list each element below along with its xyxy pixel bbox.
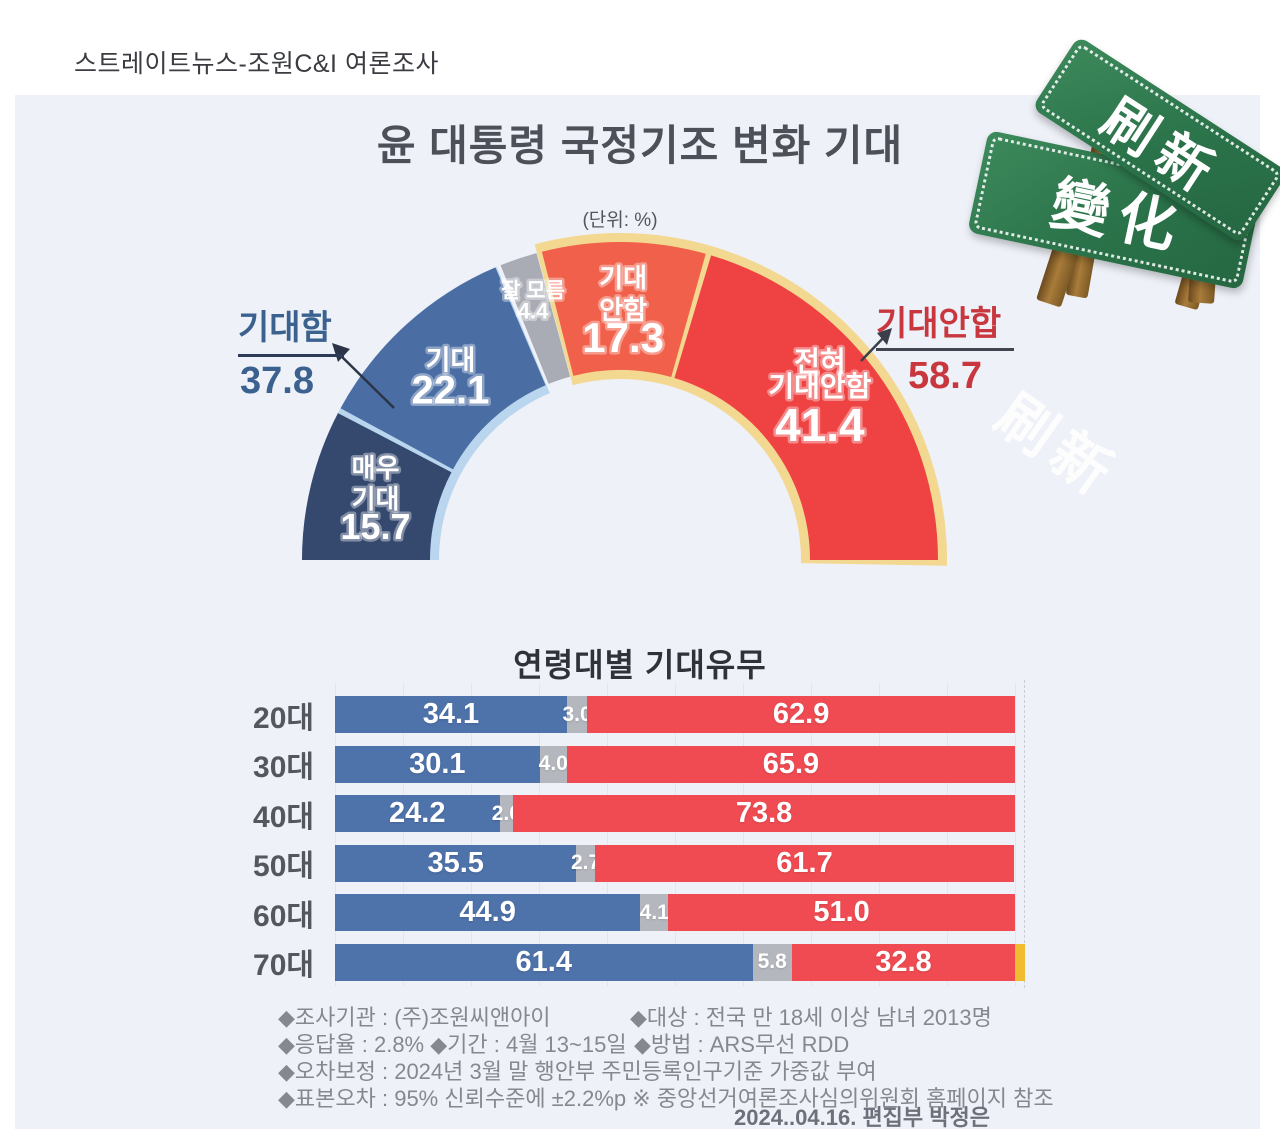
age-label: 40대 bbox=[253, 800, 314, 834]
footnote-weighting: ◆오차보정 : 2024년 3월 말 행안부 주민등록인구기준 가중값 부여 bbox=[278, 1059, 877, 1084]
callout-notexpect-label: 기대안합 bbox=[876, 296, 1014, 351]
footnote-target: ◆대상 : 전국 만 18세 이상 남녀 2013명 bbox=[630, 1005, 992, 1030]
bar-value-label: 30.1 bbox=[409, 747, 466, 780]
bar-track: 34.1 3.0 62.9 bbox=[335, 696, 1015, 733]
gauge-segment-label: 매우 기대 15.7 bbox=[340, 453, 410, 547]
bar-segment-notexpect: 73.8 bbox=[513, 795, 1015, 832]
bar-value-label: 3.0 bbox=[562, 702, 592, 726]
age-label: 70대 bbox=[253, 949, 314, 982]
gauge-segment-1 bbox=[302, 413, 452, 560]
bar-segment-notexpect: 62.9 bbox=[587, 696, 1015, 733]
bar-segment-dontknow: 4.0 bbox=[538, 745, 568, 783]
gauge-segment-label: 기대 안함 17.3 bbox=[582, 263, 664, 361]
callout-notexpect-value: 58.7 bbox=[908, 355, 982, 397]
bar-segment-expect: 24.2 bbox=[335, 795, 500, 832]
bar-segment-dontknow: 2.7 bbox=[571, 844, 600, 882]
bar-segment-expect: 30.1 bbox=[335, 745, 540, 783]
bar-segment-dontknow: 5.8 bbox=[752, 943, 792, 981]
bar-chart-title: 연령대별 기대유무 bbox=[513, 647, 767, 683]
bar-segment-extra bbox=[1014, 943, 1026, 981]
bar-track: 44.9 4.1 51.0 bbox=[335, 894, 1015, 931]
bar-row: 30대 30.1 4.0 65.9 bbox=[220, 745, 1040, 784]
callout-notexpect: 기대안합 58.7 bbox=[876, 296, 1014, 398]
age-label: 60대 bbox=[253, 899, 314, 933]
bar-row: 70대 61.4 5.8 32.8 bbox=[220, 943, 1040, 982]
gauge-chart: 매우 기대 15.7기대 22.1잘 모름 4.4 기대 안함 17.3 전혀 기대안함 41.4 bbox=[302, 233, 947, 566]
bar-value-label: 61.4 bbox=[515, 945, 572, 978]
bar-value-label: 65.9 bbox=[762, 747, 820, 780]
gauge-segment-5 bbox=[674, 255, 938, 560]
bar-row: 40대 24.2 2.0 73.8 bbox=[220, 795, 1040, 834]
bar-value-label: 44.9 bbox=[459, 896, 516, 928]
bar-value-label: 73.8 bbox=[735, 797, 793, 829]
age-label: 50대 bbox=[253, 850, 314, 883]
callout-expect-value: 37.8 bbox=[240, 360, 314, 402]
edit-date-line: 2024..04.16. 편집부 박정은 bbox=[734, 1105, 990, 1129]
bar-track: 35.5 2.7 61.7 bbox=[335, 844, 1015, 882]
bar-chart-rows: 20대 34.1 3.0 62.9 30대 30.1 4.0 65.9 40대 24.2 2.0 73… bbox=[220, 696, 1040, 993]
page-title: 윤 대통령 국정기조 변화 기대 bbox=[376, 122, 904, 169]
footnote-response-period: ◆응답율 : 2.8% ◆기간 : 4월 13~15일 bbox=[278, 1032, 627, 1057]
bar-track: 30.1 4.0 65.9 bbox=[335, 745, 1015, 783]
bar-value-label: 2.7 bbox=[570, 851, 601, 874]
bar-value-label: 5.8 bbox=[757, 950, 787, 973]
callout-pointer-line bbox=[334, 349, 395, 409]
gauge-segment-label: 전혀 기대안함 41.4 bbox=[768, 346, 871, 451]
bar-value-label: 32.8 bbox=[875, 945, 932, 978]
bar-segment-notexpect: 32.8 bbox=[791, 943, 1015, 981]
bar-segment-notexpect: 61.7 bbox=[594, 844, 1015, 882]
gauge-segment-label: 기대 22.1 bbox=[412, 346, 490, 413]
bar-value-label: 62.9 bbox=[772, 698, 830, 730]
footnote-agency: ◆조사기관 : (주)조원씨앤아이 bbox=[278, 1005, 551, 1030]
age-label: 30대 bbox=[253, 751, 314, 784]
callout-expect-label: 기대함 bbox=[238, 300, 344, 357]
bar-chart-gridlines bbox=[335, 684, 1016, 986]
bar-segment-dontknow: 3.0 bbox=[562, 696, 592, 733]
bar-segment-expect: 34.1 bbox=[335, 696, 567, 733]
footnote-sampling-error: ◆표본오차 : 95% 신뢰수준에 ±2.2%p ※ 중앙선거여론조사심의위원회… bbox=[278, 1086, 1054, 1111]
bar-value-label: 4.0 bbox=[538, 752, 568, 775]
gauge-segment-4 bbox=[541, 241, 706, 378]
bar-segment-notexpect: 51.0 bbox=[668, 894, 1015, 931]
bar-segment-expect: 44.9 bbox=[335, 894, 641, 931]
bar-segment-dontknow: 2.0 bbox=[492, 795, 521, 832]
age-label: 20대 bbox=[253, 701, 314, 735]
bar-value-label: 34.1 bbox=[422, 698, 480, 730]
callout-expect: 기대함 37.8 bbox=[238, 300, 344, 403]
unit-note: (단위: %) bbox=[582, 210, 658, 231]
bar-row: 60대 44.9 4.1 51.0 bbox=[220, 894, 1040, 933]
footnote-method: ◆방법 : ARS무선 RDD bbox=[634, 1032, 850, 1057]
arrowhead-icon bbox=[332, 343, 350, 362]
bar-row: 20대 34.1 3.0 62.9 bbox=[220, 696, 1040, 735]
bar-row: 50대 35.5 2.7 61.7 bbox=[220, 844, 1040, 883]
gauge-segment-2 bbox=[340, 267, 546, 470]
bar-track: 61.4 5.8 32.8 bbox=[335, 943, 1026, 981]
bar-value-label: 35.5 bbox=[427, 846, 484, 879]
bar-value-label: 61.7 bbox=[776, 846, 833, 879]
source-line: 스트레이트뉴스-조원C&I 여론조사 bbox=[74, 50, 439, 78]
bar-chart-end-gridline bbox=[1024, 680, 1025, 988]
gauge-segment-label: 잘 모름 4.4 bbox=[501, 279, 565, 323]
bar-segment-expect: 61.4 bbox=[335, 943, 753, 981]
bar-value-label: 51.0 bbox=[813, 896, 870, 928]
bar-track: 24.2 2.0 73.8 bbox=[335, 795, 1015, 832]
arrowhead-icon bbox=[877, 328, 892, 345]
bar-value-label: 24.2 bbox=[389, 797, 446, 829]
bar-segment-notexpect: 65.9 bbox=[566, 745, 1015, 783]
bar-segment-expect: 35.5 bbox=[335, 844, 577, 882]
bar-value-label: 4.1 bbox=[639, 900, 669, 924]
bar-segment-dontknow: 4.1 bbox=[639, 894, 669, 931]
gauge-segment-3 bbox=[500, 253, 571, 384]
